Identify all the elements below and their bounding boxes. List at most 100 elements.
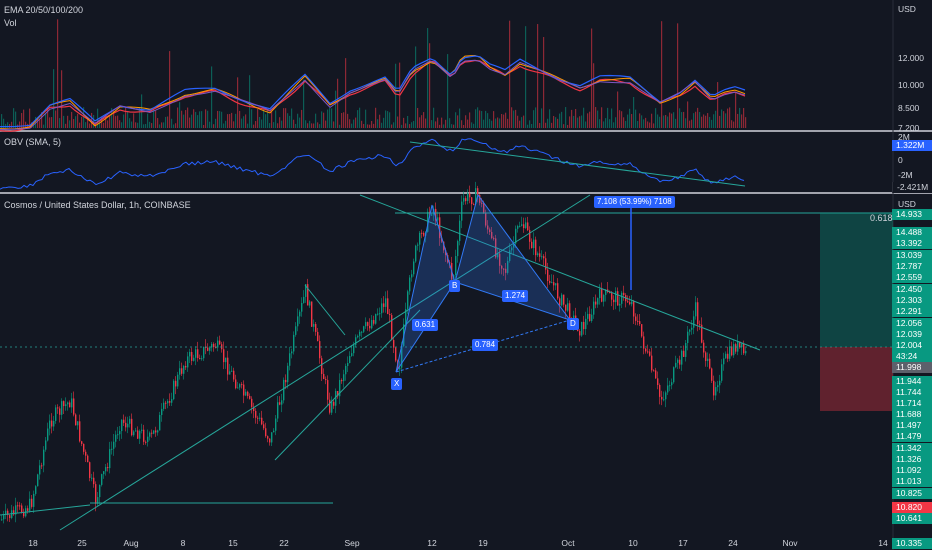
candle: [623, 292, 625, 296]
volume-bar: [745, 117, 747, 128]
candle: [675, 362, 677, 368]
candle: [275, 418, 277, 431]
candle: [373, 320, 375, 324]
candle: [47, 428, 49, 441]
volume-bar: [179, 102, 181, 128]
candle: [631, 301, 633, 305]
pattern-point-x[interactable]: X: [391, 378, 403, 390]
candle: [247, 391, 249, 396]
pattern-ratio-1[interactable]: 0.631: [412, 319, 439, 331]
volume-bar: [743, 108, 745, 128]
candle: [639, 321, 641, 325]
fib-level-label[interactable]: 0.618: [870, 213, 893, 223]
volume-bar: [117, 115, 119, 128]
candle: [331, 401, 333, 413]
candle: [255, 411, 257, 418]
candle: [645, 348, 647, 352]
volume-bar: [107, 120, 109, 128]
candle: [673, 367, 675, 383]
volume-bar: [531, 123, 533, 128]
volume-bar: [437, 117, 439, 128]
candle: [253, 406, 255, 412]
candle: [445, 250, 447, 256]
volume-bar: [393, 122, 395, 128]
volume-bar: [119, 120, 121, 128]
volume-bar: [605, 118, 607, 128]
candle: [163, 402, 165, 409]
candle: [591, 314, 593, 321]
volume-bar: [593, 63, 595, 128]
volume-bar: [135, 122, 137, 128]
candle: [353, 345, 355, 354]
volume-bar: [173, 124, 175, 128]
volume-indicator-title[interactable]: Vol: [4, 18, 17, 28]
volume-bar: [583, 107, 585, 128]
volume-bar: [365, 109, 367, 128]
candle: [193, 357, 195, 361]
candle: [211, 343, 213, 348]
volume-bar: [41, 112, 43, 128]
volume-bar: [407, 115, 409, 128]
candle: [693, 316, 695, 328]
candle: [159, 415, 161, 431]
candle: [51, 420, 53, 427]
pattern-point-d[interactable]: D: [567, 318, 579, 330]
candle: [257, 417, 259, 419]
pattern-ratio-3[interactable]: 0.784: [472, 339, 499, 351]
candle: [473, 204, 475, 206]
volume-bar: [249, 75, 251, 128]
candle: [555, 283, 557, 286]
symbol-title[interactable]: Cosmos / United States Dollar, 1h, COINB…: [4, 200, 191, 210]
candle: [729, 346, 731, 359]
candle: [197, 349, 199, 359]
candle: [695, 302, 697, 317]
volume-bar: [231, 112, 233, 128]
measure-label[interactable]: 7.108 (53.99%) 7108: [594, 196, 675, 208]
volume-bar: [201, 111, 203, 128]
obv-indicator-title[interactable]: OBV (SMA, 5): [4, 137, 62, 147]
candle: [423, 232, 425, 236]
volume-bar: [425, 118, 427, 128]
obv-scale-tick-top: 2M: [898, 132, 910, 142]
volume-bar: [355, 117, 357, 128]
volume-bar: [433, 107, 435, 128]
price-scale-tick: 11.944: [892, 376, 932, 387]
volume-bar: [623, 117, 625, 128]
volume-bar: [717, 82, 719, 128]
candle: [325, 379, 327, 381]
volume-bar: [439, 124, 441, 128]
volume-bar: [389, 112, 391, 128]
candle: [179, 368, 181, 375]
candle: [711, 368, 713, 381]
price-scale-tick: 12.291: [892, 306, 932, 317]
volume-bar: [63, 115, 65, 128]
volume-bar: [285, 108, 287, 128]
candle: [87, 455, 89, 463]
volume-bar: [493, 111, 495, 128]
price-scale-tick: 10.825: [892, 488, 932, 499]
ema-indicator-title[interactable]: EMA 20/50/100/200: [4, 5, 84, 15]
volume-bar: [695, 111, 697, 128]
volume-bar: [659, 116, 661, 128]
volume-bar: [193, 109, 195, 128]
currency-label-main: USD: [898, 199, 916, 209]
candle: [409, 277, 411, 292]
volume-bar: [167, 116, 169, 128]
volume-bar: [383, 117, 385, 128]
volume-bar: [387, 111, 389, 128]
volume-bar: [227, 114, 229, 128]
candle: [621, 292, 623, 304]
candle: [105, 467, 107, 472]
candle: [525, 222, 527, 229]
volume-bar: [185, 110, 187, 128]
volume-bar: [563, 124, 565, 128]
pattern-point-b[interactable]: B: [449, 280, 461, 292]
candle: [359, 331, 361, 336]
pattern-ratio-2[interactable]: 1.274: [502, 290, 529, 302]
candle: [367, 322, 369, 326]
candle: [309, 301, 311, 306]
volume-bar: [195, 111, 197, 128]
volume-bar: [411, 122, 413, 128]
candle: [283, 379, 285, 401]
